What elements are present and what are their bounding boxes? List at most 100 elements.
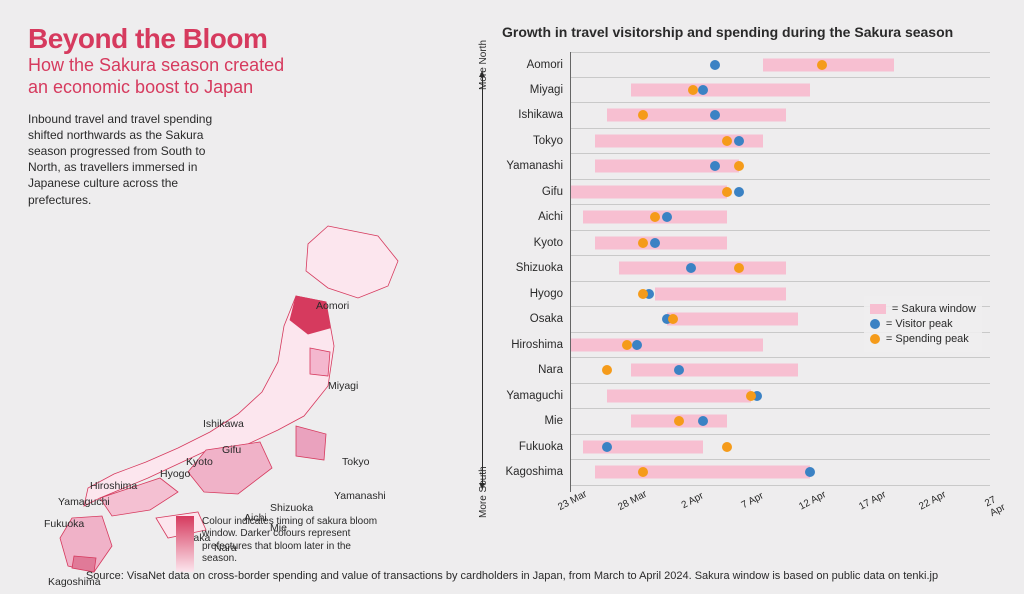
sakura-window-bar xyxy=(595,236,727,249)
row-label: Miyagi xyxy=(530,84,571,96)
map-label: Shizuoka xyxy=(270,502,313,514)
x-tick-label: 28 Mar xyxy=(616,489,649,513)
x-axis-ticks: 23 Mar28 Mar2 Apr7 Apr12 Apr17 Apr22 Apr… xyxy=(570,492,990,520)
spending-peak-dot xyxy=(674,416,684,426)
legend-visitor-label: = Visitor peak xyxy=(886,318,953,330)
spending-peak-dot xyxy=(746,391,756,401)
page-title: Beyond the Bloom xyxy=(28,24,428,53)
row-label: Osaka xyxy=(530,313,571,325)
visitor-peak-dot xyxy=(698,416,708,426)
spending-peak-dot xyxy=(734,161,744,171)
visitor-peak-dot xyxy=(698,85,708,95)
sakura-window-bar xyxy=(571,338,763,351)
spending-peak-dot xyxy=(638,110,648,120)
row-label: Nara xyxy=(538,364,571,376)
sakura-window-bar xyxy=(631,364,799,377)
x-tick-label: 2 Apr xyxy=(680,491,706,512)
spending-peak-dot xyxy=(722,187,732,197)
row-label: Tokyo xyxy=(533,135,571,147)
map-label: Ishikawa xyxy=(203,418,244,430)
x-tick-label: 7 Apr xyxy=(740,491,766,512)
row-label: Kyoto xyxy=(534,237,571,249)
chart-row: Fukuoka xyxy=(571,435,990,461)
row-label: Kagoshima xyxy=(505,466,571,478)
map-label: Fukuoka xyxy=(44,518,84,530)
sakura-window-bar xyxy=(607,109,787,122)
visitor-peak-dot xyxy=(602,442,612,452)
x-tick-label: 22 Apr xyxy=(917,489,948,512)
visitor-peak-dot xyxy=(734,136,744,146)
visitor-peak-dot xyxy=(662,212,672,222)
chart-row: Kagoshima xyxy=(571,460,990,486)
visitor-peak-dot xyxy=(632,340,642,350)
spending-peak-dot xyxy=(650,212,660,222)
row-label: Ishikawa xyxy=(518,109,571,121)
map-label: Aomori xyxy=(316,300,349,312)
spending-peak-dot xyxy=(638,467,648,477)
row-label: Yamaguchi xyxy=(506,390,571,402)
intro-text: Inbound travel and travel spending shift… xyxy=(28,111,228,208)
sakura-window-bar xyxy=(571,185,727,198)
spending-peak-dot xyxy=(688,85,698,95)
sakura-window-bar xyxy=(655,287,787,300)
row-label: Yamanashi xyxy=(506,160,571,172)
x-tick-label: 12 Apr xyxy=(797,489,828,512)
row-label: Mie xyxy=(544,415,571,427)
visitor-peak-dot xyxy=(734,187,744,197)
legend-sakura-swatch xyxy=(870,304,886,314)
chart-row: Yamanashi xyxy=(571,154,990,180)
chart-row: Shizuoka xyxy=(571,256,990,282)
row-label: Hyogo xyxy=(530,288,571,300)
spending-peak-dot xyxy=(734,263,744,273)
x-tick-label: 23 Mar xyxy=(556,489,589,513)
source-text: Source: VisaNet data on cross-border spe… xyxy=(0,570,1024,582)
chart-row: Nara xyxy=(571,358,990,384)
chart-row: Yamaguchi xyxy=(571,384,990,410)
map-label: Hiroshima xyxy=(90,480,137,492)
visitor-peak-dot xyxy=(805,467,815,477)
japan-map: AomoriMiyagiIshikawaGifuKyotoHyogoTokyoH… xyxy=(28,216,428,576)
chart-row: Aichi xyxy=(571,205,990,231)
sakura-window-bar xyxy=(607,389,751,402)
chart-legend: = Sakura window = Visitor peak = Spendin… xyxy=(864,296,982,352)
chart-rows: AomoriMiyagiIshikawaTokyoYamanashiGifuAi… xyxy=(570,52,990,492)
map-label: Gifu xyxy=(222,444,241,456)
visitor-peak-dot xyxy=(710,161,720,171)
north-south-axis-arrow-icon xyxy=(482,76,483,484)
visitor-peak-dot xyxy=(650,238,660,248)
row-label: Gifu xyxy=(542,186,571,198)
sakura-window-bar xyxy=(595,466,810,479)
spending-peak-dot xyxy=(817,60,827,70)
map-label: Miyagi xyxy=(328,380,358,392)
spending-peak-dot xyxy=(602,365,612,375)
visitor-peak-dot xyxy=(686,263,696,273)
visitor-peak-dot xyxy=(710,60,720,70)
sakura-window-bar xyxy=(763,58,895,71)
row-label: Aomori xyxy=(527,59,571,71)
chart-row: Mie xyxy=(571,409,990,435)
legend-spending-dot xyxy=(870,334,880,344)
sakura-window-bar xyxy=(619,262,787,275)
spending-peak-dot xyxy=(722,136,732,146)
legend-sakura-label: = Sakura window xyxy=(892,303,976,315)
sakura-window-bar xyxy=(631,83,811,96)
left-column: Beyond the Bloom How the Sakura season c… xyxy=(28,24,428,550)
chart-row: Kyoto xyxy=(571,231,990,257)
visitor-peak-dot xyxy=(710,110,720,120)
row-label: Shizuoka xyxy=(516,262,571,274)
sakura-window-bar xyxy=(667,313,799,326)
map-label: Hyogo xyxy=(160,468,190,480)
legend-visitor-dot xyxy=(870,319,880,329)
chart-row: Ishikawa xyxy=(571,103,990,129)
chart-row: Gifu xyxy=(571,180,990,206)
chart-row: Aomori xyxy=(571,52,990,78)
chart-title: Growth in travel visitorship and spendin… xyxy=(502,24,996,40)
map-label: Tokyo xyxy=(342,456,369,468)
visitor-peak-dot xyxy=(674,365,684,375)
map-label: Yamaguchi xyxy=(58,496,110,508)
row-label: Hiroshima xyxy=(511,339,571,351)
chart-row: Miyagi xyxy=(571,78,990,104)
spending-peak-dot xyxy=(722,442,732,452)
row-label: Aichi xyxy=(538,211,571,223)
page-subtitle: How the Sakura season created an economi… xyxy=(28,55,288,98)
